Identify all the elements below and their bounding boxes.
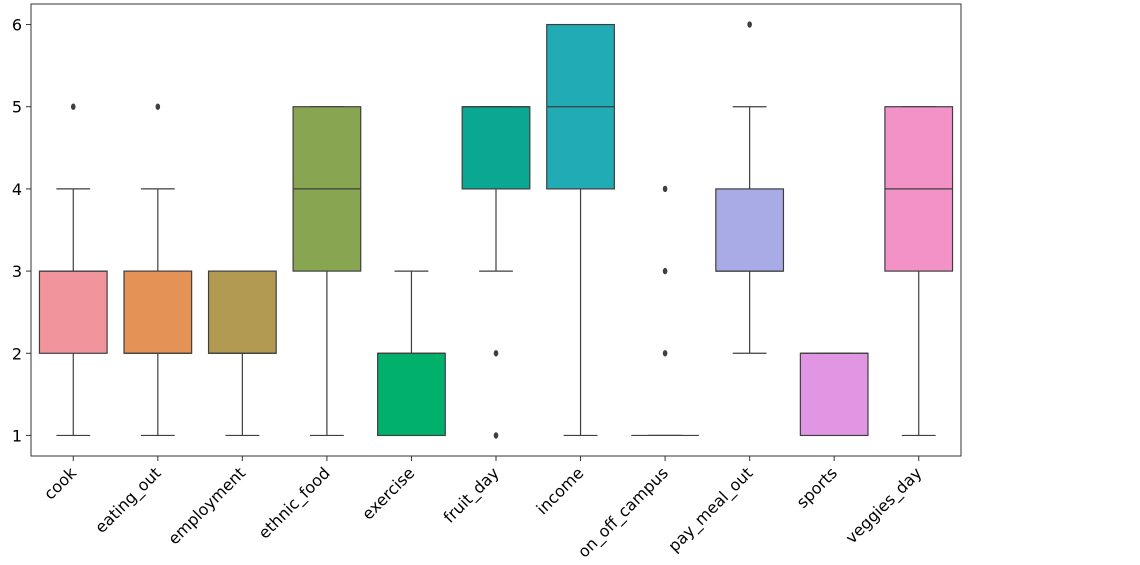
- box-iqr: [207, 270, 277, 354]
- y-tick-label: 5: [12, 98, 22, 117]
- plot-frame: [30, 3, 962, 457]
- y-tick-label: 6: [12, 16, 22, 35]
- box-income: [546, 23, 615, 437]
- box-pay_meal_out: [715, 21, 785, 354]
- box-exercise: [377, 270, 446, 437]
- y-tick-label: 1: [12, 426, 22, 445]
- outlier-point: [493, 350, 499, 357]
- x-axis: cook eating_out employment ethnic_food exerc…: [40, 456, 926, 562]
- x-tick-label: pay_meal_out: [664, 463, 757, 556]
- outlier-point: [662, 267, 668, 275]
- box-sports: [799, 352, 869, 437]
- box-iqr: [123, 270, 193, 354]
- box-iqr: [377, 352, 446, 437]
- box-iqr: [715, 188, 785, 272]
- outlier-point: [747, 21, 752, 28]
- y-tick-label: 3: [12, 262, 22, 281]
- x-tick-label: sports: [793, 463, 841, 511]
- box-iqr: [799, 352, 869, 437]
- outlier-point: [155, 103, 161, 110]
- box-fruit_day: [461, 106, 531, 439]
- y-tick-label: 2: [12, 344, 22, 363]
- box-veggies_day: [884, 106, 954, 437]
- outlier-point: [493, 432, 499, 439]
- y-tick-label: 4: [12, 180, 22, 199]
- x-tick-label: employment: [164, 463, 249, 548]
- y-axis: 1 2 3 4 5 6: [12, 16, 31, 445]
- x-tick-label: exercise: [358, 463, 418, 523]
- box-cook: [38, 103, 108, 437]
- box-employment: [207, 270, 277, 437]
- outlier-point: [70, 103, 76, 110]
- x-tick-label: ethnic_food: [255, 463, 335, 543]
- box-iqr: [38, 270, 108, 354]
- box-eating_out: [123, 103, 193, 437]
- x-tick-label: fruit_day: [440, 463, 504, 527]
- x-tick-label: income: [532, 463, 587, 518]
- box-iqr: [461, 106, 531, 190]
- plot-area: [38, 21, 954, 439]
- x-tick-label: on_off_campus: [574, 463, 673, 562]
- x-tick-label: eating_out: [91, 463, 165, 537]
- outlier-point: [662, 185, 668, 193]
- box-ethnic_food: [292, 106, 362, 437]
- box-on_off_campus: [631, 185, 699, 437]
- outlier-point: [662, 350, 668, 357]
- x-tick-label: veggies_day: [842, 463, 927, 548]
- x-tick-label: cook: [40, 463, 81, 504]
